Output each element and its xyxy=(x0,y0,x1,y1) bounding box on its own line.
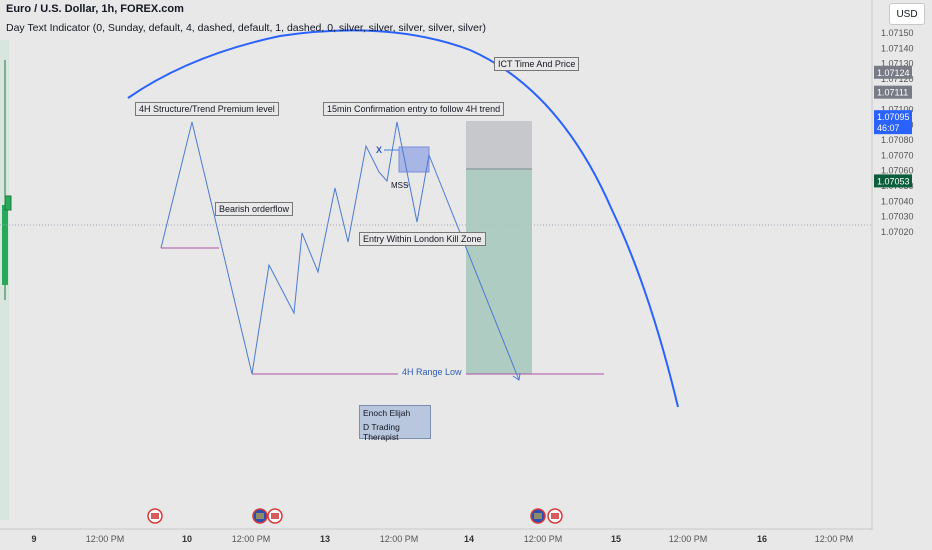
flag-detail-4 xyxy=(551,513,559,519)
time-label-1: 12:00 PM xyxy=(86,534,125,544)
signature-line-2: D Trading Therapist xyxy=(363,422,400,442)
x-label[interactable]: X xyxy=(376,145,383,155)
time-axis-labels: 9 12:00 PM 10 12:00 PM 13 12:00 PM 14 12:00 PM 1… xyxy=(31,534,853,544)
candle-body xyxy=(2,205,8,285)
price-tag-bg-0 xyxy=(874,65,912,79)
signature-box[interactable]: Enoch Elijah D Trading Therapist xyxy=(359,405,431,442)
price-tag-1: 1.07111 xyxy=(877,88,908,98)
range-low-label[interactable]: 4H Range Low xyxy=(398,367,466,377)
price-tag-2: 1.07095 xyxy=(877,112,910,122)
time-label-4: 13 xyxy=(320,534,330,544)
orderflow-annotation[interactable]: Bearish orderflow xyxy=(215,202,294,216)
price-tick-10: 1.07040 xyxy=(881,196,914,206)
price-tag-bg-1 xyxy=(874,85,912,99)
time-label-2: 10 xyxy=(182,534,192,544)
indicator-legend[interactable]: Day Text Indicator (0, Sunday, default, … xyxy=(6,22,486,34)
position-target-zone[interactable] xyxy=(466,121,532,169)
flag-detail-3 xyxy=(534,513,542,519)
price-tick-7: 1.07070 xyxy=(881,150,914,160)
signature-line-1: Enoch Elijah xyxy=(363,408,411,418)
flag-detail-0 xyxy=(151,513,159,519)
price-tag-0: 1.07124 xyxy=(877,68,910,78)
price-tick-0: 1.07150 xyxy=(881,28,914,38)
price-tick-11: 1.07030 xyxy=(881,212,914,222)
price-path-line[interactable] xyxy=(160,121,520,381)
time-label-7: 12:00 PM xyxy=(524,534,563,544)
price-tick-8: 1.07060 xyxy=(881,166,914,176)
candle-body-current xyxy=(4,195,12,211)
order-block-box[interactable] xyxy=(398,146,430,173)
time-label-6: 14 xyxy=(464,534,474,544)
economic-event-flags[interactable] xyxy=(147,508,563,524)
time-label-10: 16 xyxy=(757,534,767,544)
price-tag-bg-2 xyxy=(874,110,912,135)
flag-detail-2 xyxy=(271,513,279,519)
price-tag-3: 1.07053 xyxy=(877,176,910,186)
price-tick-12: 1.07020 xyxy=(881,227,914,237)
ict-annotation[interactable]: ICT Time And Price xyxy=(494,57,580,71)
price-tag-bg-3 xyxy=(874,174,912,188)
time-label-11: 12:00 PM xyxy=(815,534,854,544)
chart-title[interactable]: Euro / U.S. Dollar, 1h, FOREX.com xyxy=(6,3,184,15)
price-tag-countdown: 46:07 xyxy=(877,123,900,133)
structure-annotation[interactable]: 4H Structure/Trend Premium level xyxy=(135,102,279,116)
entry-annotation[interactable]: Entry Within London Kill Zone xyxy=(359,232,486,246)
mss-label[interactable]: MSS xyxy=(391,181,409,190)
price-tick-2: 1.07130 xyxy=(881,59,914,69)
projection-arc[interactable] xyxy=(127,29,679,408)
price-tick-6: 1.07080 xyxy=(881,135,914,145)
position-stop-zone[interactable] xyxy=(466,169,532,374)
time-label-0: 9 xyxy=(31,534,36,544)
currency-button[interactable]: USD xyxy=(889,3,925,25)
confirmation-annotation[interactable]: 15min Confirmation entry to follow 4H tr… xyxy=(323,102,505,116)
price-tick-3: 1.07120 xyxy=(881,74,914,84)
time-label-3: 12:00 PM xyxy=(232,534,271,544)
time-label-5: 12:00 PM xyxy=(380,534,419,544)
time-label-8: 15 xyxy=(611,534,621,544)
path-arrowhead xyxy=(512,372,521,381)
price-tick-4: 1.07100 xyxy=(881,105,914,115)
price-tick-1: 1.07140 xyxy=(881,43,914,53)
flag-detail-1 xyxy=(256,513,264,519)
time-label-9: 12:00 PM xyxy=(669,534,708,544)
